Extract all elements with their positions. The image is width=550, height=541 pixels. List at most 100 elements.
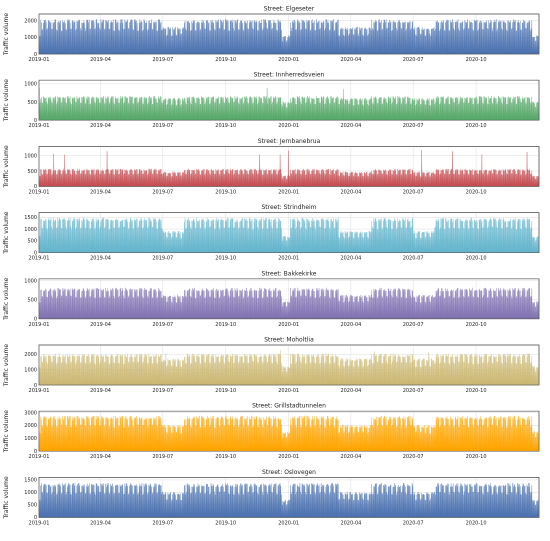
x-tick-label: 2019-10 <box>215 57 236 63</box>
x-tick-label: 2019-01 <box>29 388 50 394</box>
y-tick-label: 1000 <box>24 35 37 41</box>
x-tick-label: 2019-07 <box>152 520 173 526</box>
y-axis-label: Traffic volume <box>3 410 10 453</box>
x-tick-label: 2020-07 <box>403 256 424 262</box>
series-area <box>38 415 540 452</box>
y-axis-label: Traffic volume <box>3 79 10 122</box>
panel-title: Street: Elgeseter <box>264 6 315 13</box>
x-tick-label: 2020-07 <box>403 189 424 195</box>
y-tick-label: 1000 <box>24 490 37 496</box>
y-tick-label: 1000 <box>24 82 37 88</box>
panel-7: 0 1000 2000 3000 2019-01 2019-04 2019-07 2019-1… <box>3 403 540 460</box>
y-tick-label: 0 <box>34 449 37 455</box>
x-tick-label: 2020-01 <box>278 322 299 328</box>
x-tick-label: 2020-01 <box>278 189 299 195</box>
series-area <box>38 87 540 121</box>
x-tick-label: 2020-07 <box>403 57 424 63</box>
x-tick-label: 2020-01 <box>278 454 299 460</box>
panel-title: Street: Bakkekirke <box>262 270 317 277</box>
x-tick-label: 2019-04 <box>90 322 111 328</box>
y-tick-label: 0 <box>34 317 37 323</box>
panel-3: 0 500 1000 2019-01 2019-04 2019-07 2019-10 2020… <box>3 138 540 195</box>
x-tick-label: 2020-07 <box>403 123 424 129</box>
x-tick-label: 2019-04 <box>90 454 111 460</box>
y-tick-label: 500 <box>27 100 37 106</box>
x-tick-label: 2020-10 <box>466 388 487 394</box>
x-tick-label: 2019-04 <box>90 256 111 262</box>
x-tick-label: 2019-10 <box>215 123 236 129</box>
panel-6: 0 1000 2000 2019-01 2019-04 2019-07 2019-10 202… <box>3 337 540 394</box>
y-tick-label: 1500 <box>24 478 37 484</box>
plot-border <box>38 477 540 518</box>
x-tick-label: 2019-10 <box>215 454 236 460</box>
series-area <box>38 287 540 319</box>
y-tick-label: 500 <box>27 298 37 304</box>
y-tick-label: 0 <box>34 118 37 124</box>
y-tick-label: 0 <box>34 383 37 389</box>
plot-border <box>38 13 540 55</box>
panel-2: 0 500 1000 2019-01 2019-04 2019-07 2019-10 2020… <box>3 72 540 129</box>
y-tick-label: 1000 <box>24 436 37 442</box>
y-tick-label: 1500 <box>24 215 37 221</box>
x-tick-label: 2019-10 <box>215 256 236 262</box>
x-tick-label: 2019-04 <box>90 57 111 63</box>
x-tick-label: 2019-10 <box>215 189 236 195</box>
x-tick-label: 2020-01 <box>278 57 299 63</box>
y-tick-label: 2000 <box>24 423 37 429</box>
x-tick-label: 2019-07 <box>152 322 173 328</box>
series-area <box>38 217 540 253</box>
panel-title: Street: Grillstadtunnelen <box>252 403 326 410</box>
x-tick-label: 2019-01 <box>29 454 50 460</box>
y-tick-label: 500 <box>27 503 37 509</box>
x-tick-label: 2019-07 <box>152 57 173 63</box>
y-tick-label: 500 <box>27 239 37 245</box>
y-tick-label: 2000 <box>24 18 37 24</box>
x-tick-label: 2020-04 <box>340 454 361 460</box>
panel-1: 0 1000 2000 2019-01 2019-04 2019-07 2019-10 202… <box>3 6 540 63</box>
x-tick-label: 2019-01 <box>29 520 50 526</box>
x-tick-label: 2019-01 <box>29 256 50 262</box>
x-tick-label: 2020-04 <box>340 123 361 129</box>
x-tick-label: 2019-01 <box>29 57 50 63</box>
x-tick-label: 2019-07 <box>152 189 173 195</box>
y-axis-label: Traffic volume <box>3 13 10 56</box>
x-tick-label: 2020-07 <box>403 454 424 460</box>
x-tick-label: 2019-10 <box>215 388 236 394</box>
x-tick-label: 2020-04 <box>340 520 361 526</box>
x-tick-label: 2020-10 <box>466 189 487 195</box>
panel-title: Street: Jernbanebrua <box>258 138 321 145</box>
x-tick-label: 2020-07 <box>403 388 424 394</box>
y-axis-label: Traffic volume <box>3 344 10 387</box>
x-tick-label: 2020-10 <box>466 454 487 460</box>
y-axis-label: Traffic volume <box>3 145 10 188</box>
y-tick-label: 2000 <box>24 352 37 358</box>
x-tick-label: 2020-07 <box>403 322 424 328</box>
x-tick-label: 2020-01 <box>278 256 299 262</box>
y-axis-label: Traffic volume <box>3 476 10 519</box>
x-tick-label: 2020-10 <box>466 322 487 328</box>
x-tick-label: 2020-01 <box>278 123 299 129</box>
y-tick-label: 1000 <box>24 227 37 233</box>
x-tick-label: 2019-07 <box>152 388 173 394</box>
y-tick-label: 3000 <box>24 410 37 416</box>
x-tick-label: 2020-04 <box>340 189 361 195</box>
x-tick-label: 2020-04 <box>340 322 361 328</box>
x-tick-label: 2019-07 <box>152 454 173 460</box>
x-tick-label: 2019-10 <box>215 520 236 526</box>
panel-title: Street: Oslovegen <box>262 469 316 476</box>
x-tick-label: 2020-10 <box>466 520 487 526</box>
plot-border <box>38 410 540 452</box>
x-tick-label: 2020-10 <box>466 123 487 129</box>
panel-title: Street: Moholtlia <box>264 337 314 344</box>
panel-title: Street: Strindheim <box>261 204 316 211</box>
y-axis-label: Traffic volume <box>3 211 10 254</box>
y-tick-label: 0 <box>34 515 37 521</box>
panel-title: Street: Innherredsveien <box>254 72 325 79</box>
x-tick-label: 2020-10 <box>466 57 487 63</box>
x-tick-label: 2019-07 <box>152 123 173 129</box>
x-tick-label: 2019-01 <box>29 322 50 328</box>
x-tick-label: 2020-04 <box>340 256 361 262</box>
x-tick-label: 2020-04 <box>340 57 361 63</box>
x-tick-label: 2020-07 <box>403 520 424 526</box>
plot-border <box>38 79 540 121</box>
